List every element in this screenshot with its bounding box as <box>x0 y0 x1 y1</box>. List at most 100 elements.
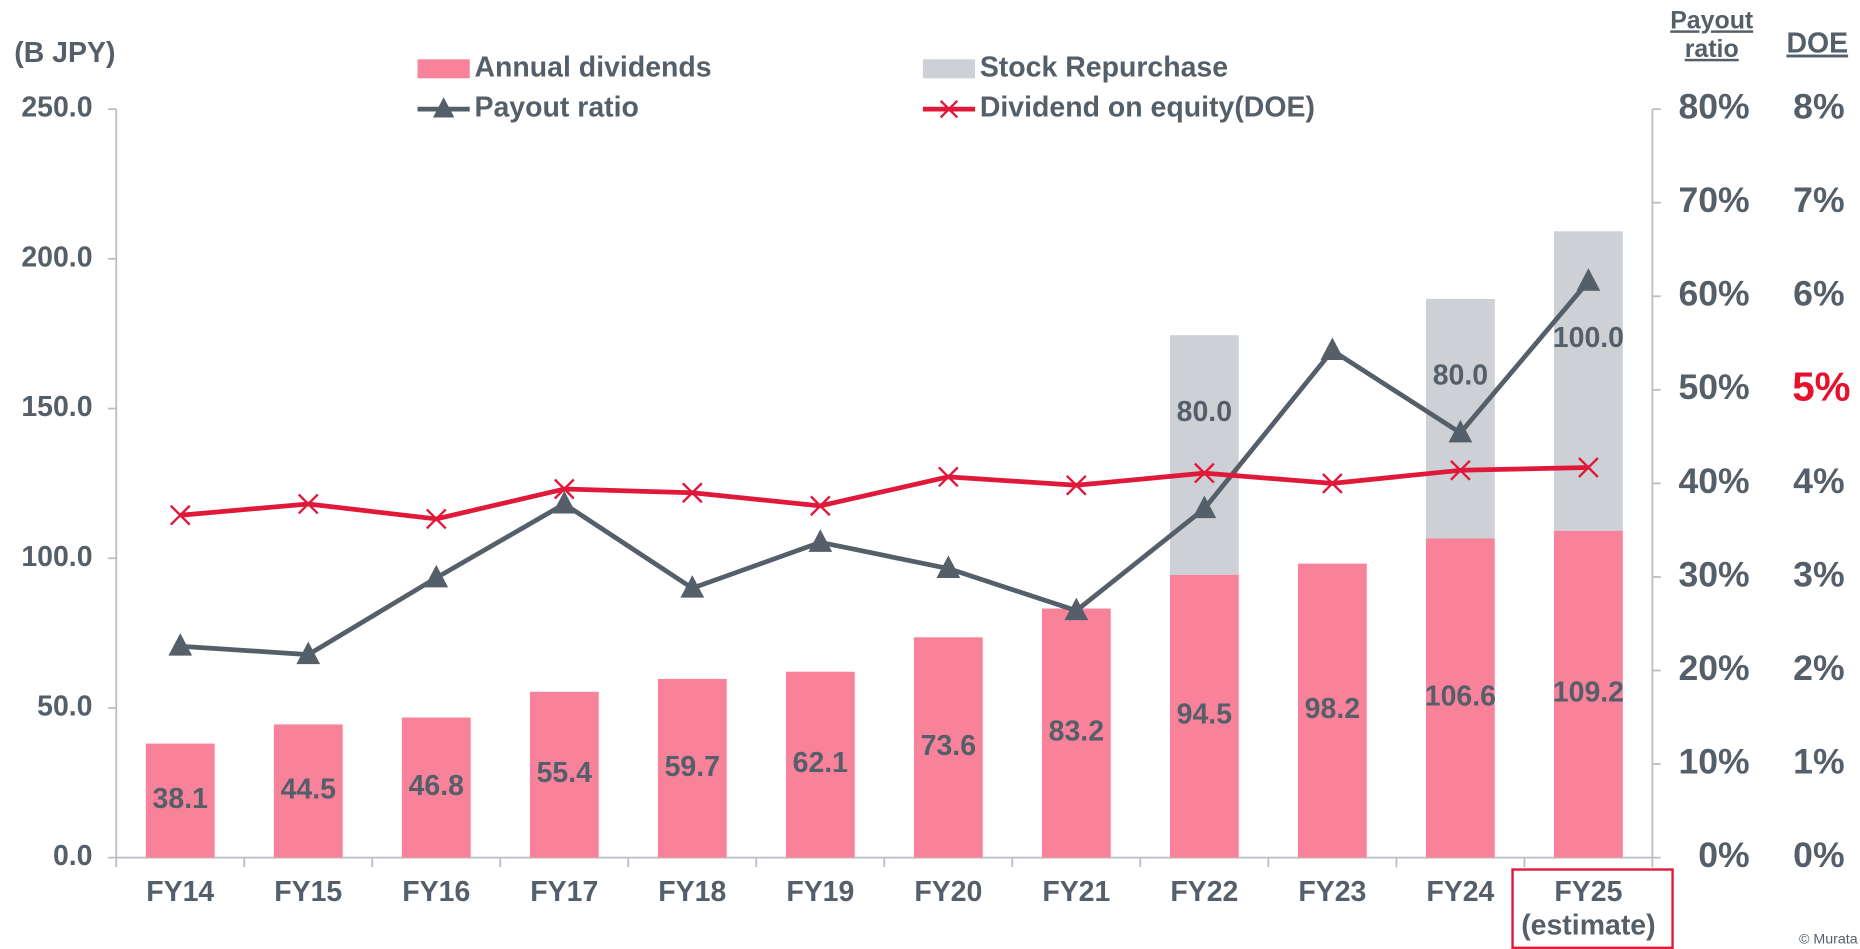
bar-value-label: 100.0 <box>1553 322 1624 354</box>
marker <box>1578 457 1599 478</box>
y-tick-label: 50.0 <box>37 690 92 722</box>
bar <box>1554 530 1623 858</box>
bar-value-label: 83.2 <box>1049 716 1104 748</box>
y2-tick-label: 0% <box>1698 835 1749 875</box>
bar-value-label: 44.5 <box>281 774 337 806</box>
y3-tick-label: 8% <box>1793 87 1844 127</box>
marker <box>938 466 959 488</box>
y2-tick-label: 60% <box>1678 274 1749 314</box>
marker <box>1322 473 1343 494</box>
y-tick-label: 100.0 <box>21 541 92 573</box>
y3-tick-label: 0% <box>1793 835 1844 875</box>
marker <box>681 482 703 504</box>
bar-value-label: 73.6 <box>921 730 976 762</box>
bar-value-label: 55.4 <box>537 757 593 789</box>
bar <box>1041 608 1111 858</box>
y3-tick-label: 6% <box>1793 274 1844 314</box>
x-tick-label: FY17 <box>530 876 598 908</box>
marker <box>936 555 961 579</box>
y2-tick-label: 50% <box>1678 367 1749 407</box>
marker <box>1576 268 1601 291</box>
marker <box>808 529 833 552</box>
y2-axis-label: Payout ratio <box>1670 6 1753 62</box>
y2-tick-label: 30% <box>1678 554 1749 594</box>
bar <box>785 671 855 858</box>
legend-label: Annual dividends <box>474 51 711 83</box>
bar <box>1425 538 1495 858</box>
marker <box>1066 474 1087 496</box>
marker <box>297 493 319 515</box>
x-tick-label: FY21 <box>1042 876 1110 908</box>
marker <box>680 575 705 598</box>
bar <box>273 724 343 858</box>
marker <box>552 490 577 514</box>
y3-tick-label: 1% <box>1793 741 1844 781</box>
y3-tick-label: 5% <box>1792 363 1850 409</box>
x-tick-label: FY25 (estimate) <box>1521 876 1655 941</box>
legend-label: Stock Repurchase <box>980 51 1228 83</box>
bar <box>913 637 983 858</box>
marker <box>168 633 193 656</box>
bar-value-label: 38.1 <box>153 783 209 815</box>
marker <box>1192 495 1217 519</box>
legend-swatch <box>417 59 470 79</box>
legend-marker <box>432 97 455 118</box>
x-tick-label: FY15 <box>274 876 342 908</box>
x-tick-label: FY16 <box>402 876 470 908</box>
legend-label: Payout ratio <box>474 92 638 124</box>
marker <box>1064 597 1089 621</box>
marker <box>1448 419 1473 443</box>
bar <box>1169 335 1239 575</box>
y2-tick-label: 10% <box>1678 741 1749 781</box>
x-tick-label: FY20 <box>914 876 982 908</box>
bar <box>529 691 599 858</box>
marker <box>553 478 575 500</box>
line <box>180 279 1591 657</box>
y3-tick-label: 3% <box>1793 554 1844 594</box>
y2-tick-label: 20% <box>1678 648 1749 688</box>
x-tick-label: FY19 <box>786 876 854 908</box>
y-tick-label: 200.0 <box>21 241 92 273</box>
bar <box>401 717 471 858</box>
bar <box>145 743 215 858</box>
marker <box>1194 462 1215 484</box>
marker <box>296 641 321 665</box>
y-axis-label: (B JPY) <box>14 37 115 69</box>
bar-value-label: 106.6 <box>1425 681 1496 713</box>
marker <box>169 504 191 526</box>
marker <box>809 495 831 517</box>
y2-tick-label: 70% <box>1678 180 1749 220</box>
y3-tick-label: 4% <box>1793 461 1844 501</box>
marker <box>1320 337 1345 361</box>
x-tick-label: FY22 <box>1170 876 1238 908</box>
y-tick-label: 250.0 <box>21 92 92 124</box>
marker <box>425 508 447 530</box>
bar <box>1297 563 1367 858</box>
y3-tick-label: 2% <box>1793 648 1844 688</box>
marker <box>1450 459 1471 481</box>
y3-axis-label: DOE <box>1786 28 1848 60</box>
bar-value-label: 46.8 <box>409 770 464 802</box>
highlight-box <box>1511 868 1674 949</box>
bar <box>1169 574 1239 858</box>
y3-tick-label: 7% <box>1793 180 1844 220</box>
bar-value-label: 62.1 <box>793 747 849 779</box>
marker <box>424 564 449 588</box>
y-tick-label: 150.0 <box>21 391 92 423</box>
legend-marker <box>939 100 959 119</box>
bar-value-label: 98.2 <box>1305 693 1360 725</box>
bar-value-label: 94.5 <box>1177 699 1233 731</box>
bar-value-label: 80.0 <box>1177 396 1232 428</box>
bar-value-label: 109.2 <box>1553 677 1624 709</box>
copyright: © Murata <box>1799 931 1858 947</box>
bar <box>657 678 727 858</box>
x-tick-label: FY23 <box>1298 876 1366 908</box>
x-tick-label: FY18 <box>658 876 726 908</box>
x-tick-label: FY24 <box>1426 876 1494 908</box>
bar-value-label: 80.0 <box>1433 360 1488 392</box>
legend-label: Dividend on equity(DOE) <box>980 92 1315 124</box>
y-tick-label: 0.0 <box>53 840 93 872</box>
bar-value-label: 59.7 <box>665 751 720 783</box>
